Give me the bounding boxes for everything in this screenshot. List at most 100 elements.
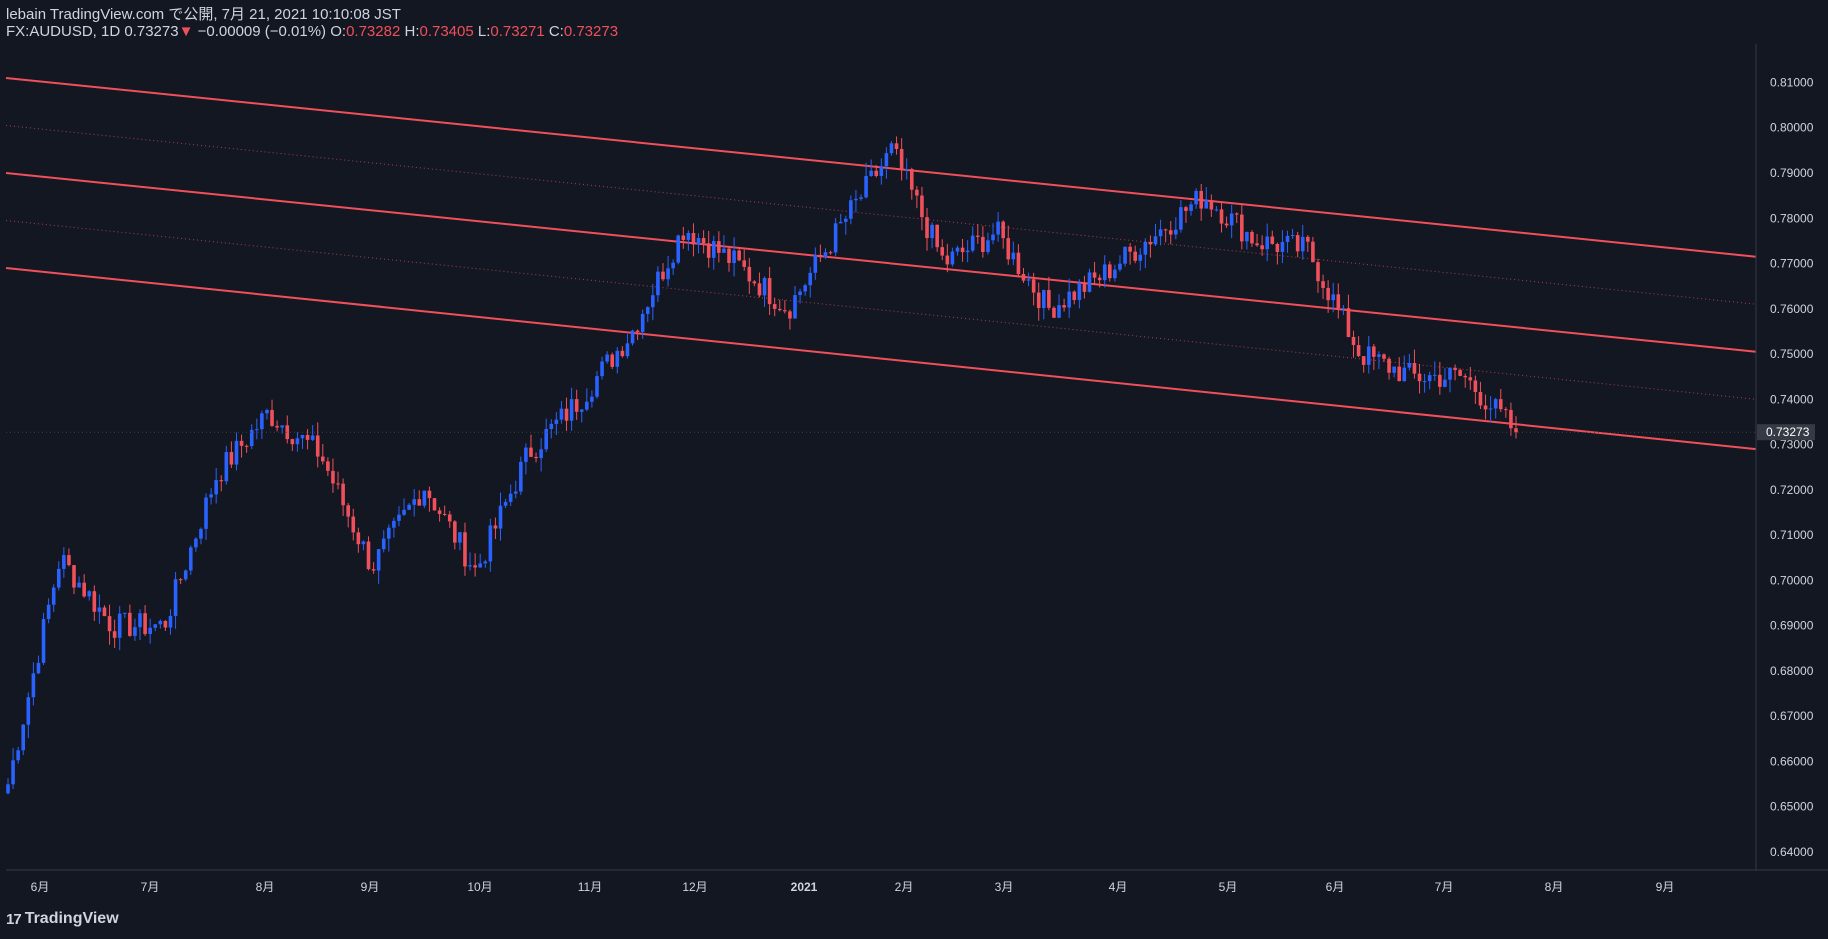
candle-body[interactable] bbox=[295, 438, 300, 445]
candle-body[interactable] bbox=[1514, 428, 1518, 433]
candle-body[interactable] bbox=[798, 291, 802, 296]
candle-body[interactable] bbox=[1240, 214, 1244, 242]
candle-body[interactable] bbox=[899, 149, 904, 171]
candle-body[interactable] bbox=[737, 250, 741, 261]
candle-body[interactable] bbox=[803, 285, 807, 292]
candle-body[interactable] bbox=[727, 248, 731, 264]
candle-body[interactable] bbox=[539, 449, 543, 459]
candle-body[interactable] bbox=[849, 200, 853, 219]
candle-body[interactable] bbox=[453, 521, 457, 543]
candle-body[interactable] bbox=[1184, 207, 1188, 211]
candle-body[interactable] bbox=[935, 224, 939, 248]
candle-body[interactable] bbox=[1229, 213, 1234, 226]
candle-body[interactable] bbox=[153, 624, 158, 628]
candle-body[interactable] bbox=[1092, 272, 1097, 278]
candle-body[interactable] bbox=[163, 620, 168, 628]
candle-body[interactable] bbox=[1341, 308, 1346, 310]
candle-body[interactable] bbox=[1382, 354, 1386, 359]
candle-body[interactable] bbox=[1417, 373, 1422, 382]
candle-body[interactable] bbox=[1087, 272, 1092, 292]
candle-body[interactable] bbox=[1448, 367, 1452, 380]
candle-body[interactable] bbox=[1097, 277, 1102, 281]
candle-body[interactable] bbox=[1331, 294, 1336, 301]
candle-body[interactable] bbox=[1128, 246, 1132, 252]
candle-body[interactable] bbox=[1082, 283, 1087, 292]
candle-body[interactable] bbox=[102, 607, 107, 617]
candle-body[interactable] bbox=[341, 483, 345, 506]
candle-body[interactable] bbox=[656, 271, 660, 296]
candle-body[interactable] bbox=[925, 217, 929, 239]
candle-body[interactable] bbox=[173, 579, 178, 616]
candle-body[interactable] bbox=[915, 189, 919, 196]
channel-line[interactable] bbox=[5, 267, 1757, 451]
candle-body[interactable] bbox=[1311, 241, 1315, 263]
candle-body[interactable] bbox=[752, 281, 757, 284]
candle-body[interactable] bbox=[503, 501, 508, 506]
channel-line[interactable] bbox=[5, 171, 1757, 353]
candle-body[interactable] bbox=[1158, 229, 1163, 237]
candle-body[interactable] bbox=[777, 308, 782, 311]
candle-body[interactable] bbox=[87, 591, 92, 597]
candle-body[interactable] bbox=[955, 247, 960, 252]
candle-body[interactable] bbox=[275, 425, 279, 428]
candle-body[interactable] bbox=[681, 235, 686, 240]
candle-body[interactable] bbox=[1468, 377, 1473, 381]
candle-body[interactable] bbox=[1509, 409, 1513, 429]
candle-body[interactable] bbox=[1458, 370, 1462, 376]
candle-body[interactable] bbox=[1204, 200, 1209, 209]
candle-body[interactable] bbox=[483, 561, 488, 564]
candle-body[interactable] bbox=[1250, 231, 1254, 244]
candle-body[interactable] bbox=[270, 410, 274, 426]
candle-body[interactable] bbox=[1300, 236, 1305, 252]
candle-body[interactable] bbox=[1026, 279, 1031, 281]
candle-body[interactable] bbox=[920, 195, 924, 218]
candle-body[interactable] bbox=[818, 254, 823, 258]
tradingview-footer[interactable]: 17 TradingView bbox=[6, 910, 119, 928]
candle-body[interactable] bbox=[138, 613, 142, 628]
candle-body[interactable] bbox=[1356, 345, 1361, 357]
candle-body[interactable] bbox=[46, 604, 51, 620]
candle-body[interactable] bbox=[600, 361, 604, 377]
candle-body[interactable] bbox=[478, 563, 483, 568]
candle-body[interactable] bbox=[463, 532, 467, 567]
candle-body[interactable] bbox=[1392, 366, 1396, 373]
candle-body[interactable] bbox=[331, 470, 335, 484]
candle-body[interactable] bbox=[1189, 204, 1193, 211]
candle-body[interactable] bbox=[564, 408, 569, 421]
candle-body[interactable] bbox=[128, 612, 132, 636]
candle-body[interactable] bbox=[1432, 374, 1437, 376]
candle-body[interactable] bbox=[574, 399, 579, 412]
candle-body[interactable] bbox=[1077, 283, 1082, 301]
candle-body[interactable] bbox=[148, 627, 152, 635]
candle-body[interactable] bbox=[722, 248, 726, 253]
candle-body[interactable] bbox=[41, 619, 46, 663]
candle-body[interactable] bbox=[1138, 254, 1143, 261]
candle-body[interactable] bbox=[427, 490, 432, 499]
candle-body[interactable] bbox=[1067, 291, 1071, 308]
candle-body[interactable] bbox=[1427, 375, 1432, 382]
candle-body[interactable] bbox=[767, 278, 772, 305]
candle-body[interactable] bbox=[265, 410, 269, 414]
candle-body[interactable] bbox=[524, 447, 528, 462]
candle-body[interactable] bbox=[1102, 264, 1107, 281]
candle-body[interactable] bbox=[1011, 252, 1016, 260]
candle-body[interactable] bbox=[1052, 307, 1056, 318]
candle-body[interactable] bbox=[904, 169, 909, 171]
candle-body[interactable] bbox=[696, 238, 701, 245]
candle-body[interactable] bbox=[336, 483, 340, 485]
candle-body[interactable] bbox=[1255, 243, 1259, 246]
candle-body[interactable] bbox=[1016, 252, 1021, 274]
candle-body[interactable] bbox=[894, 143, 899, 150]
candle-body[interactable] bbox=[1498, 399, 1503, 410]
candle-body[interactable] bbox=[630, 330, 635, 344]
candle-body[interactable] bbox=[1209, 200, 1214, 210]
candle-body[interactable] bbox=[1179, 207, 1183, 230]
candle-body[interactable] bbox=[326, 461, 330, 471]
candle-body[interactable] bbox=[1316, 262, 1320, 282]
candle-body[interactable] bbox=[407, 504, 411, 510]
candle-body[interactable] bbox=[437, 510, 442, 514]
candle-body[interactable] bbox=[1443, 379, 1447, 387]
candle-body[interactable] bbox=[300, 434, 305, 439]
candle-body[interactable] bbox=[1377, 354, 1381, 357]
